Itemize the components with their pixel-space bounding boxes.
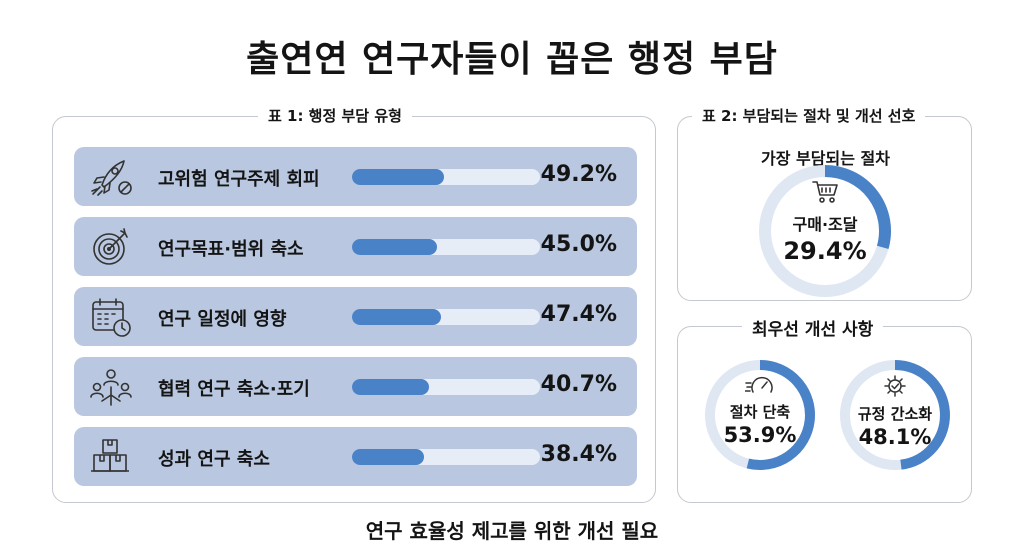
- bar-row: 성과 연구 축소 38.4%: [74, 427, 637, 486]
- donut-center: 규정 간소화 48.1%: [835, 375, 955, 449]
- table2-title: 표 2: 부담되는 절차 및 개선 선호: [692, 105, 926, 126]
- donut-value-label: 29.4%: [783, 237, 867, 265]
- bar-label: 연구목표·범위 축소: [158, 239, 304, 260]
- donut-value-label: 53.9%: [723, 423, 797, 447]
- bar-value-label: 40.7%: [540, 372, 617, 397]
- bar-value-label: 49.2%: [540, 162, 617, 187]
- donut-chart: [705, 360, 815, 470]
- improvement-panel: 최우선 개선 사항 절차 단축 53.9% 규정 간소화 48.1%: [677, 315, 972, 503]
- improvement-title: 최우선 개선 사항: [742, 315, 884, 340]
- donut-center: 절차 단축 53.9%: [700, 375, 820, 447]
- table1-title: 표 1: 행정 부담 유형: [258, 105, 412, 126]
- shopping-cart-icon: [812, 181, 838, 203]
- donut-label: 규정 간소화: [857, 405, 933, 423]
- gear-check-icon: [884, 375, 906, 397]
- people-network-icon: [90, 369, 132, 406]
- bar-row: 고위험 연구주제 회피 49.2%: [74, 147, 637, 206]
- bar-label: 고위험 연구주제 회피: [158, 169, 320, 190]
- bar-value-label: 45.0%: [540, 232, 617, 257]
- donut-chart: [840, 360, 950, 470]
- bar: [352, 309, 442, 325]
- bar-track: [352, 309, 540, 325]
- bar-value-label: 38.4%: [540, 442, 617, 467]
- donut-label: 절차 단축: [729, 403, 791, 421]
- rocket-icon: [91, 160, 132, 196]
- donut-chart: [759, 165, 891, 297]
- bar-track: [352, 449, 540, 465]
- table2-subtitle: 가장 부담되는 절차: [761, 149, 890, 168]
- bar-label: 연구 일정에 영향: [158, 309, 287, 330]
- bar-row: 연구목표·범위 축소 45.0%: [74, 217, 637, 276]
- bar-label: 성과 연구 축소: [158, 449, 270, 470]
- bar-track: [352, 169, 540, 185]
- donut-center: 구매·조달 29.4%: [753, 179, 897, 265]
- donut-slice: [824, 165, 891, 250]
- bar-row: 연구 일정에 영향 47.4%: [74, 287, 637, 346]
- bar: [352, 449, 425, 465]
- page-title: 출연연 연구자들이 꼽은 행정 부담: [246, 39, 778, 80]
- speedometer-icon: [744, 376, 773, 393]
- table2-panel: 표 2: 부담되는 절차 및 개선 선호 가장 부담되는 절차 구매·조달 29…: [677, 105, 972, 301]
- bar-row: 협력 연구 축소·포기 40.7%: [74, 357, 637, 416]
- donut-slice: [894, 360, 950, 470]
- donut-slice: [746, 360, 815, 470]
- bar-track: [352, 239, 540, 255]
- target-icon: [93, 228, 128, 265]
- bar: [352, 169, 445, 185]
- calendar-clock-icon: [92, 298, 131, 337]
- bar: [352, 239, 437, 255]
- boxes-icon: [91, 439, 129, 472]
- bar: [352, 379, 429, 395]
- bar-label: 협력 연구 축소·포기: [158, 379, 310, 400]
- donut-value-label: 48.1%: [858, 425, 932, 449]
- bar-track: [352, 379, 540, 395]
- bar-value-label: 47.4%: [540, 302, 617, 327]
- footer-note: 연구 효율성 제고를 위한 개선 필요: [365, 519, 659, 543]
- table1-panel: 표 1: 행정 부담 유형 고위험 연구주제 회피 49.2% 연구목표·범위 …: [52, 105, 656, 503]
- donut-label: 구매·조달: [792, 215, 858, 234]
